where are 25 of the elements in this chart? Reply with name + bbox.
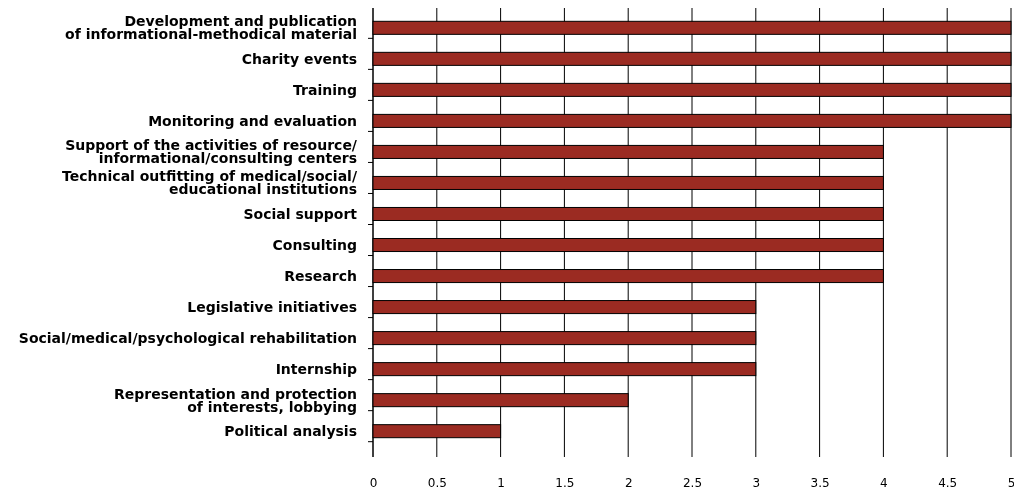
- x-tick-label: 2: [624, 475, 633, 490]
- x-tick-label: 2.5: [682, 475, 703, 490]
- y-tick-label: Support of the activities of resource/ informational/consulting centers: [65, 137, 358, 167]
- y-tick-label: Internship: [275, 361, 357, 378]
- x-tick-label: 5: [1007, 475, 1014, 490]
- x-tick-label: 1: [497, 475, 505, 490]
- y-tick-label: Training: [293, 81, 357, 98]
- x-tick-label: 3: [752, 475, 761, 490]
- y-tick-label: Development and publication of informational-methodical material: [65, 13, 357, 43]
- x-tick-label: 4: [880, 475, 888, 490]
- y-tick-label: Technical outfitting of medical/social/ educational institutions: [62, 168, 358, 198]
- y-tick-label: Social/medical/psychological rehabilitation: [18, 330, 357, 347]
- x-tick-label: 4.5: [938, 475, 958, 490]
- y-tick-label: Representation and protection of interests, lobbying: [114, 385, 357, 415]
- x-tick-label: 3.5: [810, 475, 830, 490]
- x-tick-label: 1.5: [555, 475, 575, 490]
- y-tick-label: Consulting: [272, 237, 357, 254]
- y-tick-label: Research: [284, 268, 357, 285]
- y-tick-label: Political analysis: [224, 423, 357, 440]
- y-tick-label: Charity events: [241, 50, 357, 67]
- x-tick-label: 0.5: [427, 475, 447, 490]
- x-tick-label: 0: [369, 475, 378, 490]
- y-tick-label: Legislative initiatives: [187, 299, 357, 316]
- y-tick-label: Monitoring and evaluation: [148, 112, 357, 129]
- y-tick-label: Social support: [243, 205, 358, 222]
